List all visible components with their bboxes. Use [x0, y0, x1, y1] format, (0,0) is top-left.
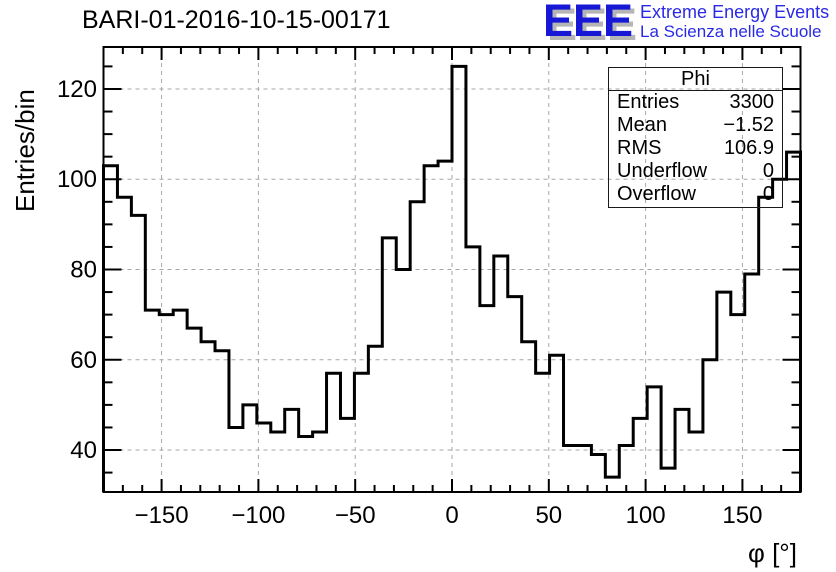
y-tick-label: 40 [70, 437, 97, 464]
eee-logo-line2: La Scienza nelle Scuole [640, 22, 822, 41]
y-tick-label: 120 [57, 76, 97, 103]
plot-frame [102, 46, 802, 493]
stats-label: Underflow [617, 160, 708, 182]
stats-row-entries: Entries 3300 [609, 91, 782, 114]
eee-logo-acronym: EEE [543, 0, 634, 46]
x-tick-label: −100 [231, 502, 285, 529]
stats-row-rms: RMS 106.9 [609, 137, 782, 160]
histogram-path [102, 64, 802, 492]
y-tick-label: 80 [70, 257, 97, 284]
stats-row-underflow: Underflow 0 [609, 160, 782, 183]
x-tick-label: 150 [722, 502, 762, 529]
stats-label: Entries [617, 91, 680, 113]
axis-ticks [103, 47, 801, 492]
x-tick-label: 0 [445, 502, 458, 529]
y-tick-label: 100 [57, 166, 97, 193]
x-tick-label: 100 [626, 502, 666, 529]
x-axis-title: φ [°] [748, 538, 797, 568]
eee-logo: EEE Extreme Energy Events La Scienza nel… [543, 0, 829, 46]
y-axis-title: Entries/bin [10, 89, 40, 212]
x-tick-label: 50 [535, 502, 562, 529]
stats-value: 0 [762, 183, 774, 205]
histogram-line [102, 64, 802, 492]
stats-separator [609, 90, 782, 91]
axis-tick-labels: −150 −100 −50 0 50 100 150 40 60 80 100 120 [57, 76, 762, 529]
stats-row-mean: Mean −1.52 [609, 114, 782, 137]
stats-value: 106.9 [723, 137, 774, 159]
y-tick-label: 60 [70, 347, 97, 374]
x-tick-label: −150 [135, 502, 189, 529]
stats-row-overflow: Overflow 0 [609, 183, 782, 206]
stats-value: 0 [762, 160, 774, 182]
stats-value: −1.52 [723, 114, 774, 136]
stats-label: Mean [617, 114, 668, 136]
eee-logo-line1: Extreme Energy Events [640, 2, 830, 22]
x-tick-label: −50 [335, 502, 376, 529]
eee-logo-subtitle: Extreme Energy Events La Scienza nelle S… [640, 0, 829, 41]
page-title: BARI-01-2016-10-15-00171 [82, 6, 391, 34]
stats-label: RMS [617, 137, 662, 159]
stats-value: 3300 [729, 91, 775, 113]
stats-box-title: Phi [681, 68, 710, 90]
stats-box: Phi Entries 3300 Mean −1.52 RMS 106.9 Un… [608, 67, 783, 208]
stats-label: Overflow [617, 183, 696, 205]
